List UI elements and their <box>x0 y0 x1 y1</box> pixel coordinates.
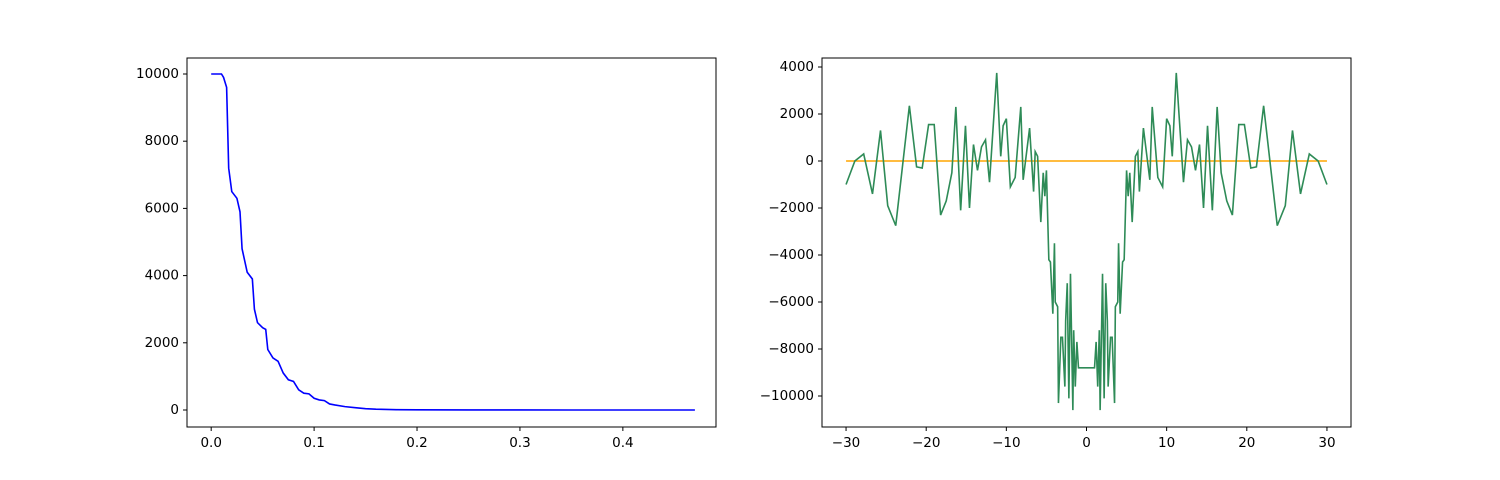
y-tick-label: 0 <box>805 153 814 169</box>
y-tick-label: 0 <box>170 402 179 418</box>
x-tick-label: 0.2 <box>406 435 427 451</box>
y-tick-label: −10000 <box>760 388 814 404</box>
x-tick-label: 0 <box>1082 435 1091 451</box>
x-tick-label: 30 <box>1318 435 1335 451</box>
x-tick-label: −10 <box>992 435 1021 451</box>
data-line <box>845 72 1328 411</box>
x-tick-label: 10 <box>1158 435 1175 451</box>
y-tick-label: −4000 <box>768 247 814 263</box>
x-tick-label: 0.1 <box>303 435 324 451</box>
y-tick-label: 2000 <box>780 106 814 122</box>
x-tick-label: 0.3 <box>509 435 530 451</box>
y-tick-label: −6000 <box>768 294 814 310</box>
y-tick-label: 4000 <box>145 268 179 284</box>
y-tick-label: 2000 <box>145 335 179 351</box>
data-line <box>211 73 695 411</box>
x-tick-label: 20 <box>1238 435 1255 451</box>
y-tick-label: 10000 <box>136 66 179 82</box>
x-tick-label: 0.4 <box>612 435 633 451</box>
x-tick-label: −20 <box>912 435 941 451</box>
y-tick-label: 6000 <box>145 200 179 216</box>
y-tick-label: −8000 <box>768 341 814 357</box>
plot-frame <box>186 57 717 428</box>
x-tick-label: −30 <box>832 435 861 451</box>
x-tick-label: 0.0 <box>200 435 221 451</box>
plot-frame <box>821 57 1352 428</box>
y-tick-label: 4000 <box>780 59 814 75</box>
y-tick-label: 8000 <box>145 133 179 149</box>
y-tick-label: −2000 <box>768 200 814 216</box>
